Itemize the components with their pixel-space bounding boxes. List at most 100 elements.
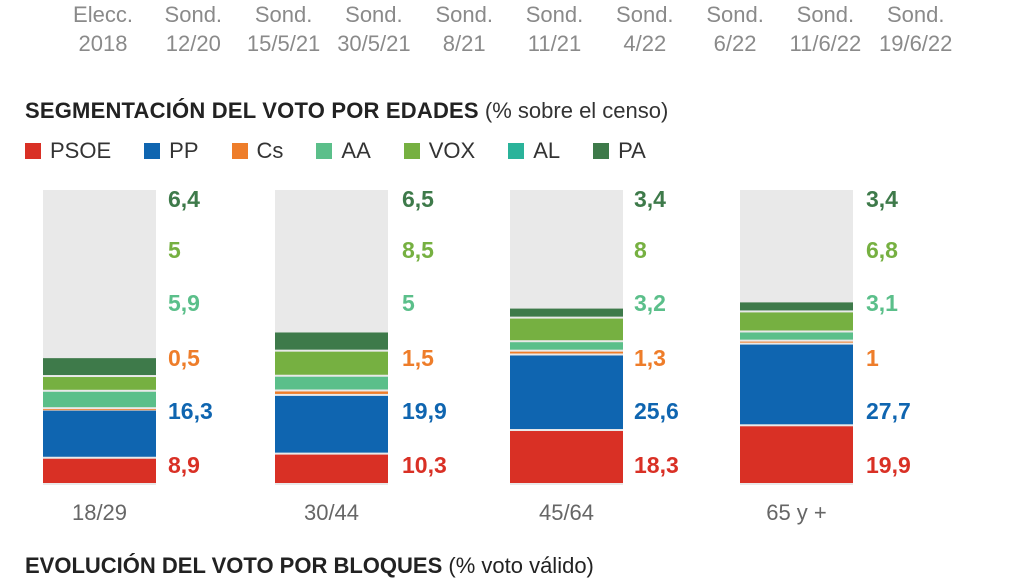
bar-segment-aa: [43, 391, 156, 408]
tick-label-line1: Sond.: [525, 2, 584, 27]
time-axis-tick: Sond. 30/5/21: [329, 0, 419, 58]
tick-label-line1: Elecc.: [73, 2, 133, 27]
data-label-pp: 16,3: [168, 398, 213, 424]
data-label-cs: 1,5: [402, 345, 434, 371]
stacked-bar-chart: 6,4 5 5,9 0,5 16,3 8,9 18/29 6,5 8,5 5 1,5 19,9 10,3…: [43, 186, 911, 525]
top-time-axis: Elecc. 2018 Sond. 12/20 Sond. 15/5/21 Sond. 30/…: [58, 0, 978, 60]
legend-swatch: [144, 143, 161, 159]
legend-item-pa: PA: [593, 138, 646, 164]
tick-label-line1: Sond.: [796, 2, 855, 27]
data-label-aa: 3,1: [866, 290, 898, 316]
bar-segment-cs: [740, 341, 853, 343]
bar-segment-vox: [740, 312, 853, 331]
tick-label-line2: 11/21: [527, 31, 582, 56]
legend-swatch: [403, 143, 420, 159]
data-label-cs: 1: [866, 345, 879, 371]
bar-segment-aa: [275, 376, 388, 390]
data-label-pa: 3,4: [866, 186, 898, 212]
bar-segment-pa: [740, 302, 853, 311]
tick-label-line1: Sond.: [345, 2, 403, 27]
data-label-cs: 0,5: [168, 345, 200, 371]
tick-label-line2: 8/21: [442, 31, 486, 56]
data-label-psoe: 8,9: [168, 452, 200, 478]
legend-swatch: [508, 143, 525, 159]
time-axis-tick: Sond. 12/20: [148, 0, 238, 58]
data-label-pa: 3,4: [634, 186, 666, 212]
legend-swatch: [316, 143, 333, 159]
category-label: 45/64: [539, 500, 594, 525]
chart-title-subtitle: (% sobre el censo): [484, 98, 669, 123]
bar-segment-pa: [510, 308, 623, 317]
time-axis-tick: Sond. 11/6/22: [780, 0, 870, 58]
data-label-pp: 19,9: [402, 398, 447, 424]
tick-label-line2: 30/5/21: [337, 31, 411, 56]
next-section-title: EVOLUCIÓN DEL VOTO POR BLOQUES (% voto v…: [25, 553, 594, 579]
bar-segment-vox: [510, 318, 623, 341]
next-section-title-subtitle: (% voto válido): [448, 553, 594, 578]
data-label-cs: 1,3: [634, 345, 666, 371]
bar-segment-psoe: [510, 431, 623, 483]
legend-label: PSOE: [50, 138, 112, 163]
tick-label-line1: Sond.: [435, 2, 493, 27]
tick-label-line2: 4/22: [623, 31, 667, 56]
data-label-aa: 5: [402, 290, 415, 316]
tick-label-line1: Sond.: [254, 2, 313, 27]
data-label-vox: 5: [168, 237, 181, 263]
category-label: 65 y +: [766, 500, 827, 525]
tick-label-line2: 11/6/22: [789, 31, 862, 56]
legend-item-psoe: PSOE: [25, 138, 111, 164]
data-label-pa: 6,4: [168, 186, 200, 212]
time-axis-tick: Sond. 8/21: [419, 0, 509, 58]
legend-label: AA: [341, 138, 371, 163]
data-label-aa: 3,2: [634, 290, 666, 316]
legend-item-vox: VOX: [403, 138, 476, 164]
bar-segment-cs: [510, 351, 623, 354]
category-label: 30/44: [304, 500, 359, 525]
bar-segment-pp: [43, 410, 156, 457]
data-label-vox: 6,8: [866, 237, 898, 263]
time-axis-tick: Sond. 19/6/22: [871, 0, 961, 58]
legend-swatch: [25, 143, 41, 159]
data-label-pp: 25,6: [634, 398, 679, 424]
data-label-psoe: 19,9: [866, 452, 911, 478]
legend-item-cs: Cs: [231, 138, 283, 164]
data-label-psoe: 10,3: [402, 452, 447, 478]
category-label: 18/29: [72, 500, 127, 525]
bar-segment-psoe: [740, 426, 853, 483]
tick-label-line2: 12/20: [165, 31, 221, 56]
time-axis-tick: Sond. 4/22: [600, 0, 690, 58]
chart-legend: PSOE PP Cs AA VOX AL PA: [25, 138, 679, 164]
tick-label-line1: Sond.: [616, 2, 674, 27]
data-label-pp: 27,7: [866, 398, 911, 424]
bar-segment-psoe: [43, 458, 156, 483]
bar-segment-pp: [275, 395, 388, 453]
bar-segment-vox: [275, 351, 388, 375]
time-axis-tick: Sond. 11/21: [510, 0, 600, 58]
tick-label-line2: 19/6/22: [878, 31, 953, 56]
legend-label: VOX: [428, 138, 476, 163]
bar-segment-psoe: [275, 454, 388, 483]
tick-label-line1: Sond.: [706, 2, 764, 27]
legend-item-aa: AA: [316, 138, 371, 164]
data-label-vox: 8: [634, 237, 647, 263]
data-label-vox: 8,5: [402, 237, 434, 263]
chart-title-main: SEGMENTACIÓN DEL VOTO POR EDADES: [25, 98, 479, 123]
bar-segment-aa: [740, 332, 853, 340]
time-axis-tick: Elecc. 2018: [58, 0, 148, 58]
legend-swatch: [231, 143, 248, 159]
time-axis-tick: Sond. 6/22: [690, 0, 780, 58]
bar-segment-pa: [43, 358, 156, 376]
time-axis-tick: Sond. 15/5/21: [239, 0, 329, 58]
legend-label: PP: [169, 138, 199, 163]
legend-item-al: AL: [508, 138, 560, 164]
bar-segment-vox: [43, 377, 156, 390]
bar-segment-pp: [740, 344, 853, 425]
bar-segment-pa: [275, 332, 388, 350]
bar-segment-pp: [510, 355, 623, 430]
bar-segment-aa: [510, 342, 623, 350]
tick-label-line1: Sond.: [886, 2, 945, 27]
next-section-title-main: EVOLUCIÓN DEL VOTO POR BLOQUES: [25, 553, 443, 578]
tick-label-line2: 2018: [78, 31, 128, 56]
bar-segment-cs: [275, 391, 388, 394]
data-label-pa: 6,5: [402, 186, 434, 212]
